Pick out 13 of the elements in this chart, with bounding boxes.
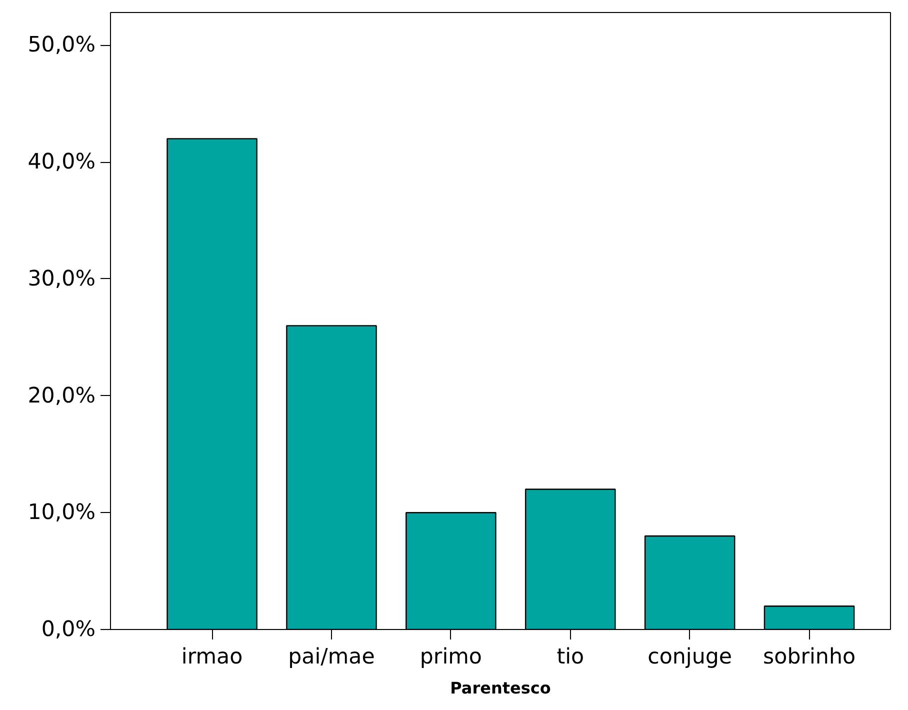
y-tick-label: 40,0% bbox=[28, 150, 96, 175]
x-tick-label: primo bbox=[420, 644, 482, 670]
y-tick-label: 0,0% bbox=[41, 617, 96, 642]
x-tick-label: sobrinho bbox=[763, 644, 856, 670]
x-tick-label: tio bbox=[556, 644, 584, 670]
x-axis-title: Parentesco bbox=[450, 678, 551, 698]
x-tick-label: irmao bbox=[181, 644, 243, 670]
y-tick-label: 20,0% bbox=[28, 383, 96, 408]
y-tick-label: 10,0% bbox=[28, 500, 96, 526]
x-tick-label: pai/mae bbox=[288, 644, 375, 670]
y-tick-label: 30,0% bbox=[28, 266, 96, 292]
y-tick-label: 50,0% bbox=[28, 32, 96, 58]
x-tick-label: conjuge bbox=[648, 644, 732, 670]
